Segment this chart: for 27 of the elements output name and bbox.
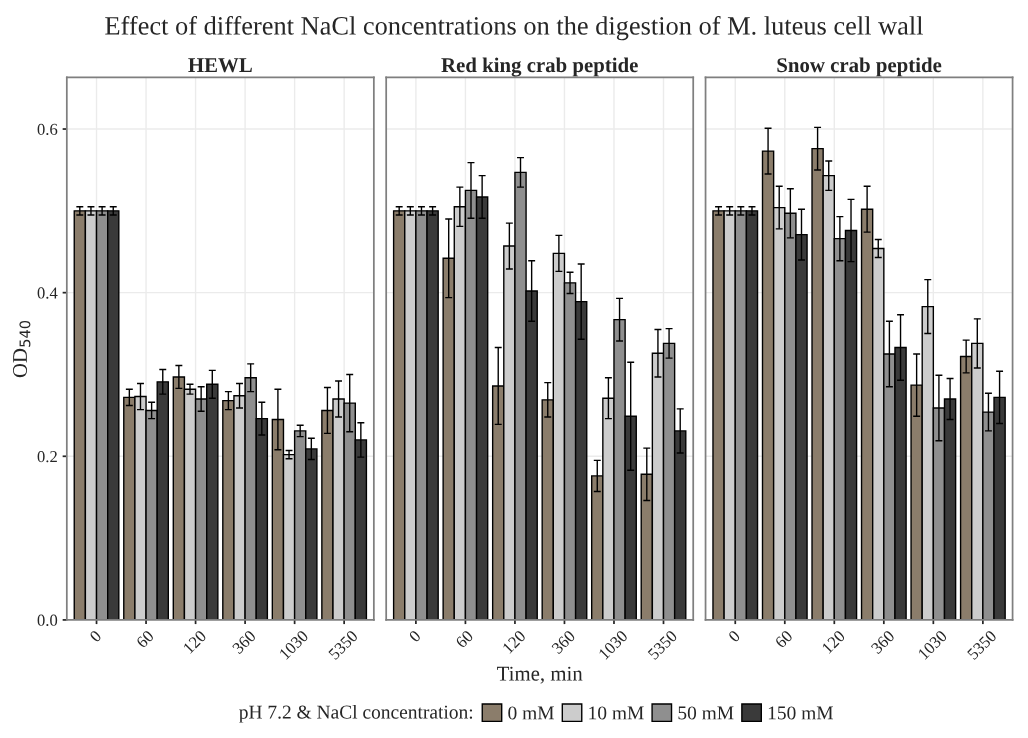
legend-label: 150 mM [768, 706, 834, 720]
x-tick-label: 120 [182, 629, 207, 654]
x-tick-label: 360 [231, 629, 257, 655]
chart-title: Red king crab peptide [441, 57, 638, 77]
x-tick-label: 0 [408, 629, 422, 643]
x-tick-label: 360 [551, 629, 576, 655]
x-tick-label: 360 [870, 629, 896, 655]
y-tick-label: 0.2 [37, 450, 57, 463]
legend-label: 10 mM [589, 706, 644, 720]
text: Effect of different NaCl concentrations on the digestion of M. luteus cell wall [105, 15, 923, 41]
legend-label: 0 mM [508, 706, 554, 720]
x-tick-label: 120 [502, 629, 527, 654]
y-axis-title: OD$_{540}$ [13, 320, 31, 378]
y-tick-label: 0.4 [37, 287, 58, 299]
legend-title: pH 7.2 & NaCl concentration: [239, 704, 473, 723]
x-tick-label: 60 [774, 629, 794, 649]
legend-label: 50 mM [678, 706, 734, 720]
x-tick-label: 120 [821, 629, 846, 654]
y-tick-label: 0.0 [37, 614, 58, 626]
chart-title: HEWL [188, 58, 252, 73]
y-tick-label: 0.6 [37, 123, 58, 136]
x-tick-label: 60 [455, 629, 474, 649]
x-tick-label: 0 [727, 629, 741, 643]
chart-title: Snow crab peptide [777, 57, 942, 77]
x-tick-label: 60 [135, 629, 155, 649]
x-tick-label: 0 [89, 629, 102, 643]
x-axis-title: Time, min [497, 666, 583, 684]
